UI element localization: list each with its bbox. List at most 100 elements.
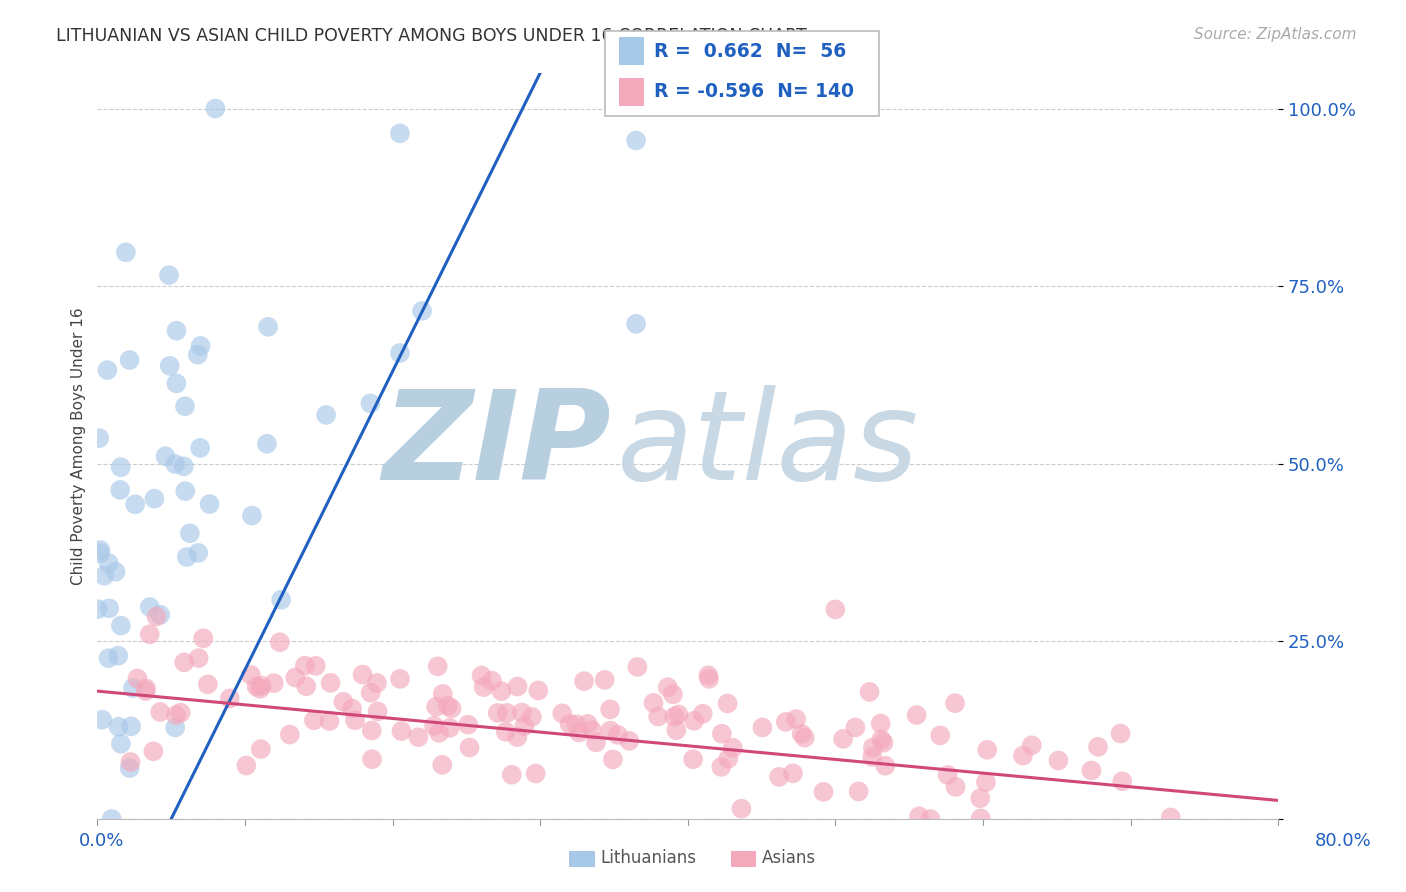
Point — [107, 648, 129, 663]
Point — [118, 353, 141, 368]
Point — [87, 602, 110, 616]
Point — [197, 677, 219, 691]
Point — [697, 672, 720, 686]
Point — [176, 549, 198, 564]
Point — [1047, 754, 1070, 768]
Point — [486, 706, 509, 720]
Point — [813, 785, 835, 799]
Point — [858, 685, 880, 699]
Point — [179, 526, 201, 541]
Point — [391, 724, 413, 739]
Point — [165, 376, 187, 391]
Point — [246, 680, 269, 694]
Point — [458, 740, 481, 755]
Point — [302, 713, 325, 727]
Point — [263, 676, 285, 690]
Point — [1087, 739, 1109, 754]
Point — [110, 618, 132, 632]
Point — [218, 691, 240, 706]
Point — [1111, 774, 1133, 789]
Point — [361, 752, 384, 766]
Point — [457, 717, 479, 731]
Point — [643, 696, 665, 710]
Point — [970, 811, 993, 825]
Point — [187, 348, 209, 362]
Text: 0.0%: 0.0% — [79, 831, 124, 849]
Point — [905, 708, 928, 723]
Point — [624, 317, 647, 331]
Point — [551, 706, 574, 721]
Point — [270, 592, 292, 607]
Point — [142, 744, 165, 758]
Point — [775, 714, 797, 729]
Point — [96, 363, 118, 377]
Text: R =  0.662  N=  56: R = 0.662 N= 56 — [654, 42, 846, 61]
Text: Source: ZipAtlas.com: Source: ZipAtlas.com — [1194, 27, 1357, 42]
Point — [120, 755, 142, 769]
Point — [174, 484, 197, 499]
Point — [139, 599, 162, 614]
Point — [284, 671, 307, 685]
Point — [166, 324, 188, 338]
Point — [692, 706, 714, 721]
Point — [97, 651, 120, 665]
Point — [1012, 748, 1035, 763]
Text: 80.0%: 80.0% — [1315, 831, 1371, 849]
Point — [439, 721, 461, 735]
Point — [318, 714, 340, 728]
Text: Lithuanians: Lithuanians — [600, 849, 696, 867]
Point — [159, 359, 181, 373]
Point — [1021, 739, 1043, 753]
Point — [278, 727, 301, 741]
Point — [115, 245, 138, 260]
Point — [427, 726, 450, 740]
Point — [204, 102, 226, 116]
Point — [1080, 764, 1102, 778]
Point — [974, 775, 997, 789]
Point — [138, 627, 160, 641]
Point — [716, 697, 738, 711]
Y-axis label: Child Poverty Among Boys Under 16: Child Poverty Among Boys Under 16 — [72, 307, 86, 585]
Point — [249, 681, 271, 696]
Point — [869, 716, 891, 731]
Point — [432, 687, 454, 701]
Point — [411, 304, 433, 318]
Point — [344, 713, 367, 727]
Point — [149, 705, 172, 719]
Point — [491, 684, 513, 698]
Point — [710, 727, 733, 741]
Point — [250, 679, 273, 693]
Point — [908, 809, 931, 823]
Point — [527, 683, 550, 698]
Point — [683, 714, 706, 728]
Point — [423, 719, 446, 733]
Point — [510, 706, 533, 720]
Point — [143, 491, 166, 506]
Text: atlas: atlas — [617, 385, 920, 507]
Point — [524, 766, 547, 780]
Point — [513, 719, 536, 733]
Point — [120, 719, 142, 733]
Point — [664, 709, 686, 723]
Text: ZIP: ZIP — [382, 385, 612, 507]
Point — [665, 723, 688, 738]
Point — [122, 681, 145, 695]
Point — [145, 609, 167, 624]
Point — [624, 133, 647, 147]
Point — [785, 712, 807, 726]
Point — [360, 686, 382, 700]
Point — [1160, 810, 1182, 824]
Point — [501, 768, 523, 782]
Point — [870, 732, 893, 747]
Point — [187, 546, 209, 560]
Point — [599, 702, 621, 716]
Point — [256, 436, 278, 450]
Point — [187, 651, 209, 665]
Point — [165, 721, 187, 735]
Point — [165, 708, 187, 723]
Point — [848, 784, 870, 798]
Point — [89, 546, 111, 560]
Point — [155, 449, 177, 463]
Point — [969, 791, 991, 805]
Point — [929, 728, 952, 742]
